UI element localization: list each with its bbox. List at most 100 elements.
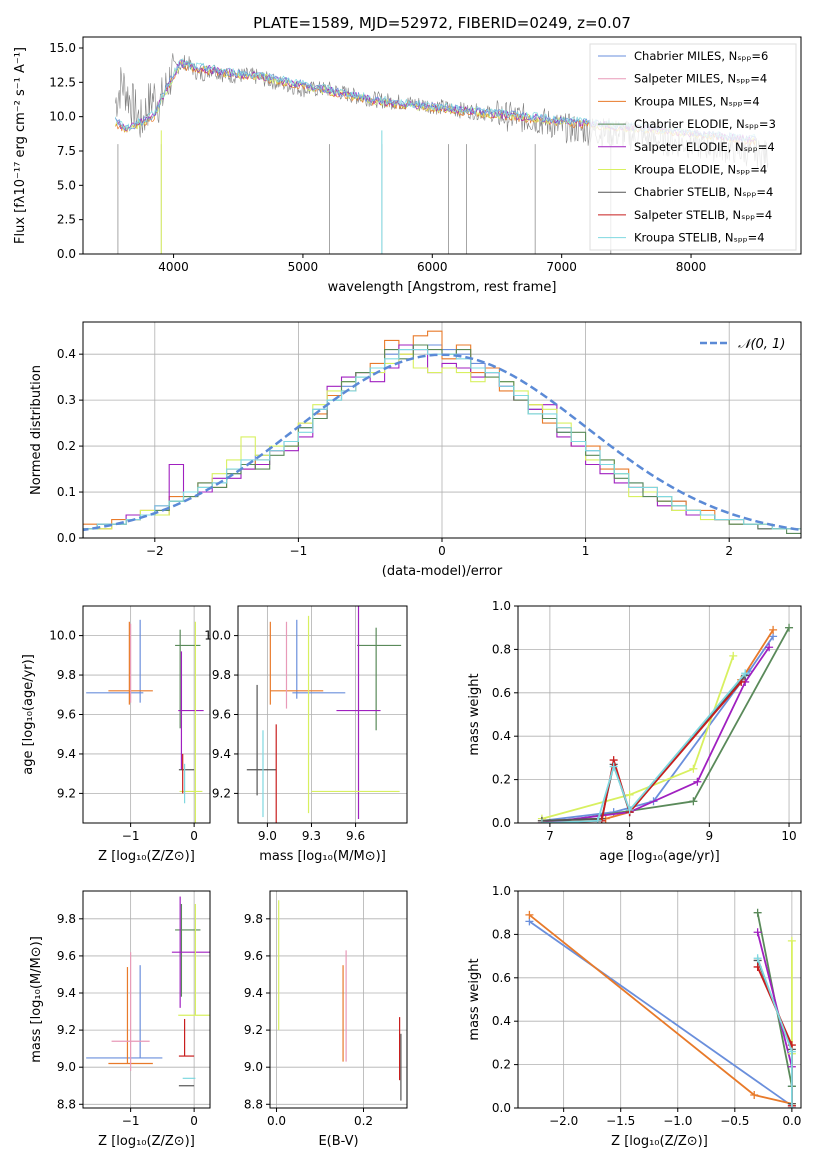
axes-frame <box>517 890 802 1109</box>
axes-frame <box>517 605 802 824</box>
y-tick-label: 9.6 <box>244 949 263 963</box>
mass-weight-marker <box>741 669 750 678</box>
x-tick-label: −1 <box>122 829 140 843</box>
y-tick-label: 0.0 <box>57 247 76 261</box>
x-tick-label: 0 <box>438 544 446 558</box>
y-tick-label: 9.8 <box>244 912 263 926</box>
legend-entry: Kroupa ELODIE, Nₛₚₚ=4 <box>634 163 767 177</box>
y-tick-label: 9.6 <box>57 949 76 963</box>
x-tick-label: 4000 <box>158 260 189 274</box>
mass-weight-marker <box>753 908 762 917</box>
legend-entry: Chabrier MILES, Nₛₚₚ=6 <box>634 49 768 63</box>
mass-weight-marker <box>753 928 762 937</box>
mass-weight-marker <box>765 643 774 652</box>
x-tick-label: 0.0 <box>267 1114 286 1128</box>
mass-weight-line <box>541 674 746 822</box>
age-vs-metallicity-panel: −1 0 9.2 9.4 9.6 9.8 10.0 Z [log₁₀(Z/Z⊙)] age [l… <box>21 605 211 864</box>
y-tick-label: 8.8 <box>244 1097 263 1111</box>
y-tick-label: 0.3 <box>57 393 76 407</box>
x-axis-label: E(B-V) <box>318 1134 358 1149</box>
x-axis-label: mass [log₁₀(M/M⊙)] <box>259 849 386 864</box>
mass-weight-line <box>541 646 770 823</box>
y-tick-label: 0.2 <box>57 439 76 453</box>
legend-entry: Kroupa MILES, Nₛₚₚ=4 <box>634 94 760 108</box>
y-tick-label: 9.6 <box>212 708 231 722</box>
legend-entry: Salpeter ELODIE, Nₛₚₚ=4 <box>634 140 775 154</box>
y-tick-label: 9.8 <box>57 912 76 926</box>
y-tick-label: 9.2 <box>57 786 76 800</box>
y-tick-label: 9.6 <box>57 708 76 722</box>
y-tick-label: 9.8 <box>57 668 76 682</box>
legend-entry: Kroupa STELIB, Nₛₚₚ=4 <box>634 231 765 245</box>
mass-weight-line <box>528 920 793 1107</box>
mass-weight-vs-metallicity-panel: −2.0 −1.5 −1.0 −0.5 0.0 0.0 0.2 0.4 0.6 0.8 1.0 Z [… <box>467 884 802 1149</box>
y-tick-label: 0.6 <box>492 686 511 700</box>
y-axis-label: mass weight <box>467 673 482 755</box>
y-tick-label: 0.4 <box>492 1014 511 1028</box>
mass-weight-marker <box>769 625 778 634</box>
plot-area <box>83 330 801 538</box>
x-axis-label: Z [log₁₀(Z/Z⊙)] <box>611 1134 708 1149</box>
mass-weight-marker <box>525 910 534 919</box>
plot-area <box>86 619 204 823</box>
mass-weight-marker <box>593 816 602 823</box>
x-tick-label: 2 <box>725 544 733 558</box>
y-tick-label: 9.4 <box>244 986 263 1000</box>
y-tick-label: 9.0 <box>244 1060 263 1074</box>
y-tick-label: 9.2 <box>57 1023 76 1037</box>
x-tick-label: 0 <box>190 829 198 843</box>
mass-weight-marker <box>785 623 794 632</box>
y-tick-label: 9.8 <box>212 668 231 682</box>
y-tick-label: 12.5 <box>49 75 76 89</box>
histogram-series <box>83 349 801 538</box>
y-tick-label: 9.0 <box>57 1060 76 1074</box>
legend-entry: Chabrier ELODIE, Nₛₚₚ=3 <box>634 117 776 131</box>
mass-weight-line <box>541 672 746 823</box>
mass-weight-marker <box>689 764 698 773</box>
x-tick-label: −1.5 <box>606 1114 635 1128</box>
y-axis-label: mass [log₁₀(M/M⊙)] <box>29 936 44 1063</box>
x-tick-label: 5000 <box>288 260 319 274</box>
x-tick-label: −0.5 <box>720 1114 749 1128</box>
mass-weight-marker <box>729 651 738 660</box>
x-tick-label: 9 <box>706 829 714 843</box>
grid-lines <box>238 606 407 823</box>
x-axis-label: Z [log₁₀(Z/Z⊙)] <box>98 849 195 864</box>
mass-vs-metallicity-panel: −1 0 8.8 9.0 9.2 9.4 9.6 9.8 Z [log₁₀(Z/Z⊙)] mass… <box>29 890 211 1149</box>
y-tick-label: 10.0 <box>49 110 76 124</box>
x-axis-label: Z [log₁₀(Z/Z⊙)] <box>98 1134 195 1149</box>
x-tick-label: −2 <box>146 544 164 558</box>
y-tick-label: 0.6 <box>492 971 511 985</box>
x-tick-label: 9.6 <box>346 829 365 843</box>
y-tick-label: 0.0 <box>492 816 511 830</box>
x-tick-label: 0 <box>190 1114 198 1128</box>
y-tick-label: 1.0 <box>492 884 511 898</box>
x-axis-label: wavelength [Angstrom, rest frame] <box>328 280 557 295</box>
y-tick-label: 0.0 <box>57 531 76 545</box>
plot-area <box>525 908 796 1108</box>
y-tick-label: 0.1 <box>57 485 76 499</box>
x-axis-label: age [log₁₀(age/yr)] <box>599 849 720 864</box>
axes-frame <box>82 890 211 1109</box>
x-tick-label: 1 <box>582 544 590 558</box>
y-tick-label: 9.4 <box>57 986 76 1000</box>
grid-lines <box>83 891 210 1108</box>
grid-lines <box>83 606 210 823</box>
x-tick-label: 9.3 <box>302 829 321 843</box>
y-tick-label: 5.0 <box>57 178 76 192</box>
spectrum-panel: 4000 5000 6000 7000 8000 0.0 2.5 5.0 7.5 10.0 12.5… <box>13 36 802 295</box>
x-tick-label: 7000 <box>546 260 577 274</box>
y-tick-label: 0.8 <box>492 927 511 941</box>
y-axis-label: mass weight <box>467 958 482 1040</box>
mass-weight-marker <box>625 790 634 799</box>
spectrum-title: PLATE=1589, MJD=52972, FIBERID=0249, z=0… <box>253 14 631 32</box>
grid-lines <box>270 891 407 1108</box>
mass-weight-line <box>756 912 793 1108</box>
y-tick-label: 0.2 <box>492 773 511 787</box>
plot-area <box>278 900 402 1101</box>
y-tick-label: 0.0 <box>492 1101 511 1115</box>
plot-area <box>246 606 402 823</box>
y-tick-label: 15.0 <box>49 41 76 55</box>
mass-weight-line <box>541 655 735 820</box>
y-axis-label: age [log₁₀(age/yr)] <box>21 654 36 775</box>
